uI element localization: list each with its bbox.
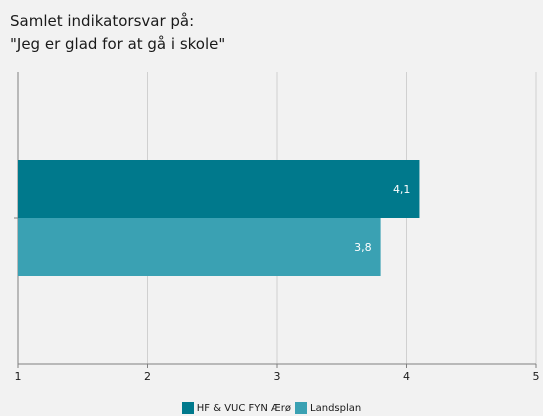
x-tick-label-1: 1: [15, 370, 22, 383]
bar-1: [18, 218, 381, 276]
legend-swatch-landsplan: [295, 402, 308, 414]
bar-value-label-0: 4,1: [393, 183, 411, 196]
legend-label-landsplan: Landsplan: [310, 402, 362, 414]
bar-value-label-1: 3,8: [354, 241, 372, 254]
chart-legend: HF & VUC FYN Ærø Landsplan: [0, 402, 543, 414]
x-tick-label-3: 3: [274, 370, 281, 383]
legend-item-hf-vuc-fyn-aero: HF & VUC FYN Ærø: [181, 402, 292, 414]
x-tick-label-2: 2: [144, 370, 151, 383]
legend-swatch-hf-vuc-fyn-aero: [181, 402, 194, 414]
legend-label-hf-vuc-fyn-aero: HF & VUC FYN Ærø: [196, 402, 292, 414]
chart-title-line-1: Samlet indikatorsvar på:: [10, 12, 195, 30]
bar-0: [18, 160, 420, 218]
chart-title-line-2: "Jeg er glad for at gå i skole": [10, 35, 226, 53]
chart-title: Samlet indikatorsvar på: "Jeg er glad fo…: [10, 10, 225, 56]
legend-item-landsplan: Landsplan: [295, 402, 361, 414]
x-tick-label-4: 4: [403, 370, 410, 383]
x-tick-label-5: 5: [533, 370, 540, 383]
